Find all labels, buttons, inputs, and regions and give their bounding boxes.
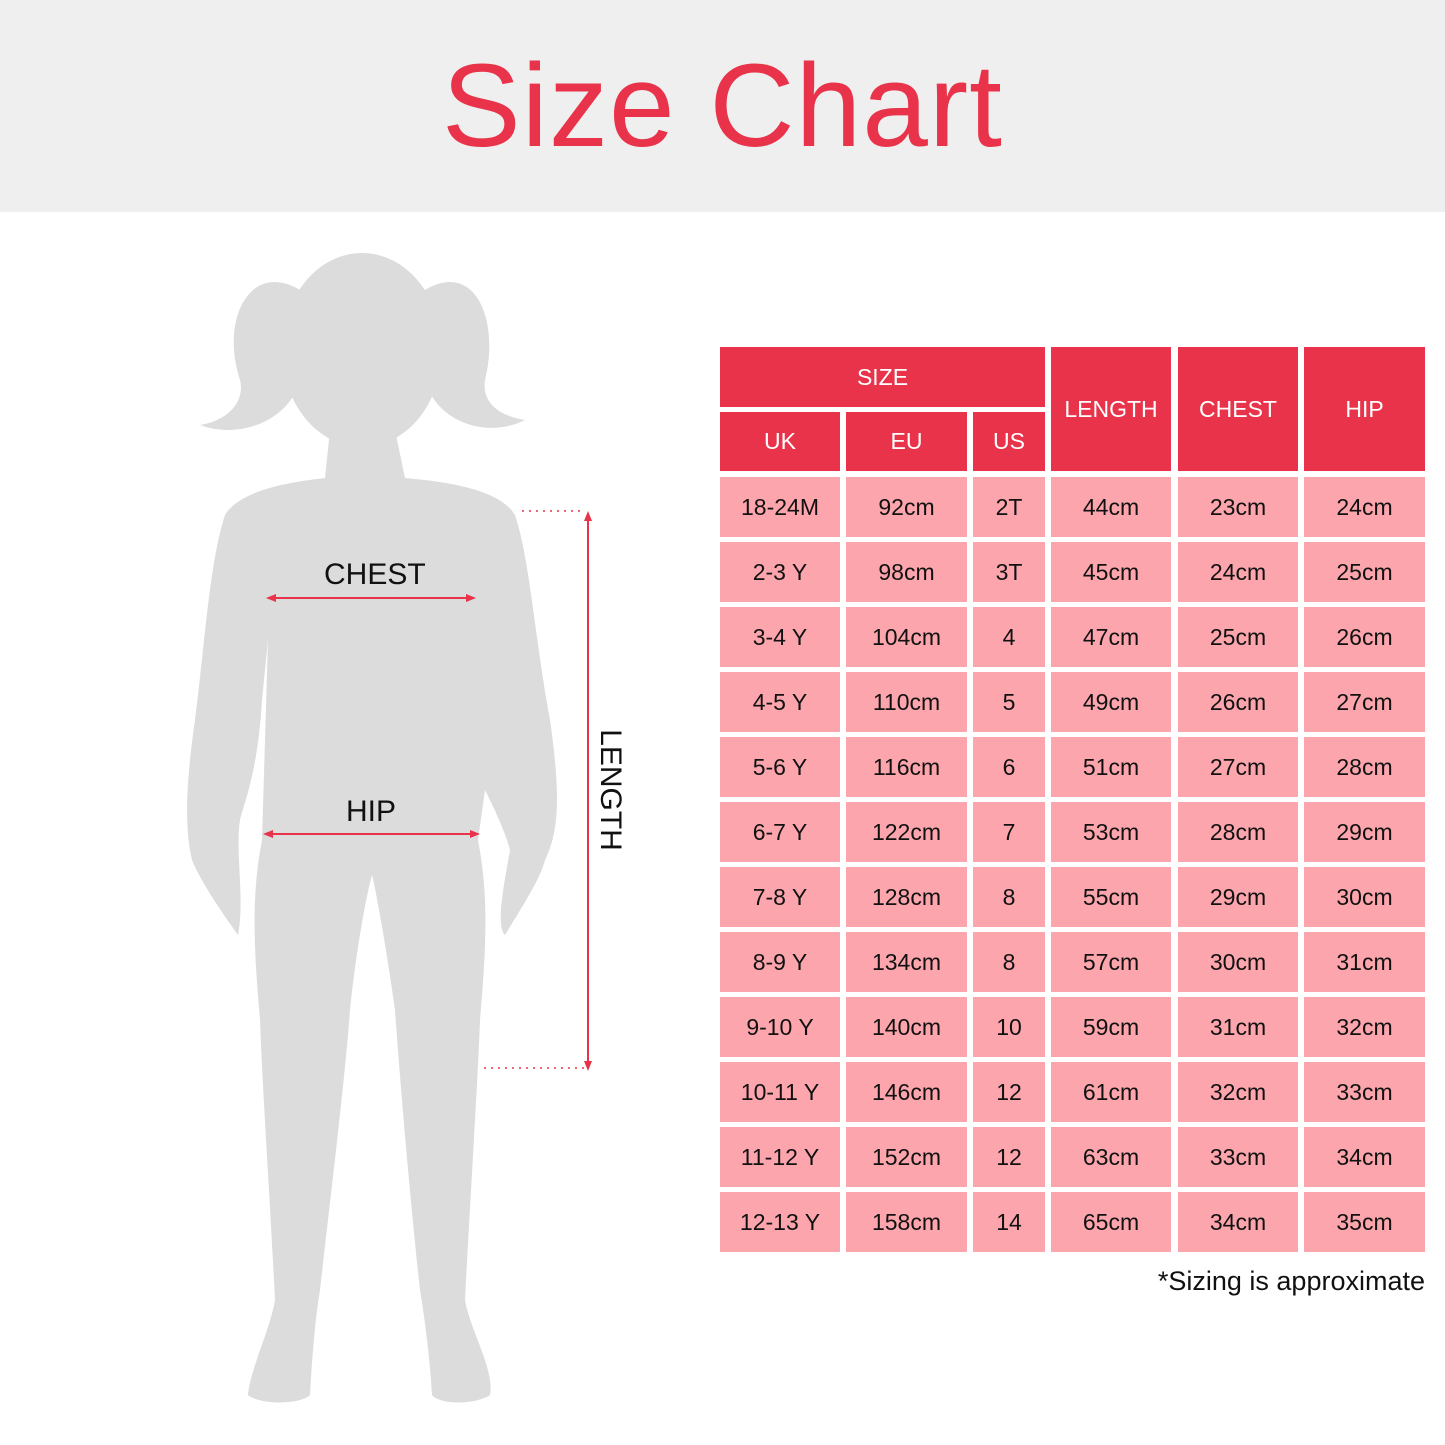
child-silhouette xyxy=(187,253,592,1403)
cell-chest: 23cm xyxy=(1178,477,1298,537)
cell-us: 3T xyxy=(973,542,1045,602)
cell-eu: 128cm xyxy=(846,867,967,927)
title-banner: Size Chart xyxy=(0,0,1445,212)
cell-us: 7 xyxy=(973,802,1045,862)
cell-chest: 33cm xyxy=(1178,1127,1298,1187)
cell-us: 12 xyxy=(973,1127,1045,1187)
cell-length: 45cm xyxy=(1051,542,1171,602)
cell-eu: 152cm xyxy=(846,1127,967,1187)
cell-chest: 31cm xyxy=(1178,997,1298,1057)
cell-hip: 33cm xyxy=(1304,1062,1425,1122)
cell-us: 2T xyxy=(973,477,1045,537)
cell-uk: 8-9 Y xyxy=(720,932,840,992)
right-pigtail xyxy=(425,282,525,428)
cell-length: 44cm xyxy=(1051,477,1171,537)
page-title: Size Chart xyxy=(442,40,1003,172)
cell-length: 49cm xyxy=(1051,672,1171,732)
cell-eu: 140cm xyxy=(846,997,967,1057)
chest-label: CHEST xyxy=(324,558,426,591)
cell-us: 8 xyxy=(973,932,1045,992)
cell-uk: 11-12 Y xyxy=(720,1127,840,1187)
cell-hip: 30cm xyxy=(1304,867,1425,927)
left-pigtail xyxy=(200,282,300,430)
cell-chest: 28cm xyxy=(1178,802,1298,862)
cell-length: 57cm xyxy=(1051,932,1171,992)
head xyxy=(282,253,442,447)
length-label: LENGTH xyxy=(594,729,627,851)
cell-hip: 25cm xyxy=(1304,542,1425,602)
cell-eu: 92cm xyxy=(846,477,967,537)
cell-eu: 116cm xyxy=(846,737,967,797)
cell-us: 5 xyxy=(973,672,1045,732)
cell-length: 61cm xyxy=(1051,1062,1171,1122)
cell-us: 6 xyxy=(973,737,1045,797)
cell-hip: 31cm xyxy=(1304,932,1425,992)
cell-chest: 29cm xyxy=(1178,867,1298,927)
cell-chest: 24cm xyxy=(1178,542,1298,602)
cell-chest: 26cm xyxy=(1178,672,1298,732)
cell-eu: 110cm xyxy=(846,672,967,732)
cell-uk: 18-24M xyxy=(720,477,840,537)
cell-uk: 10-11 Y xyxy=(720,1062,840,1122)
cell-uk: 6-7 Y xyxy=(720,802,840,862)
header-hip: HIP xyxy=(1304,347,1425,471)
cell-length: 59cm xyxy=(1051,997,1171,1057)
cell-chest: 34cm xyxy=(1178,1192,1298,1252)
cell-uk: 12-13 Y xyxy=(720,1192,840,1252)
cell-us: 10 xyxy=(973,997,1045,1057)
cell-length: 63cm xyxy=(1051,1127,1171,1187)
cell-hip: 28cm xyxy=(1304,737,1425,797)
header-us: US xyxy=(973,412,1045,471)
cell-hip: 24cm xyxy=(1304,477,1425,537)
cell-chest: 27cm xyxy=(1178,737,1298,797)
cell-hip: 29cm xyxy=(1304,802,1425,862)
header-eu: EU xyxy=(846,412,967,471)
cell-length: 55cm xyxy=(1051,867,1171,927)
cell-eu: 104cm xyxy=(846,607,967,667)
cell-eu: 146cm xyxy=(846,1062,967,1122)
header-uk: UK xyxy=(720,412,840,471)
sizing-note: *Sizing is approximate xyxy=(1157,1266,1425,1296)
header-size: SIZE xyxy=(720,347,1045,407)
header-chest: CHEST xyxy=(1178,347,1298,471)
cell-uk: 4-5 Y xyxy=(720,672,840,732)
cell-length: 51cm xyxy=(1051,737,1171,797)
cell-length: 53cm xyxy=(1051,802,1171,862)
cell-hip: 27cm xyxy=(1304,672,1425,732)
cell-length: 47cm xyxy=(1051,607,1171,667)
cell-uk: 7-8 Y xyxy=(720,867,840,927)
cell-eu: 158cm xyxy=(846,1192,967,1252)
cell-hip: 26cm xyxy=(1304,607,1425,667)
cell-hip: 32cm xyxy=(1304,997,1425,1057)
cell-uk: 9-10 Y xyxy=(720,997,840,1057)
cell-chest: 25cm xyxy=(1178,607,1298,667)
cell-chest: 32cm xyxy=(1178,1062,1298,1122)
cell-hip: 35cm xyxy=(1304,1192,1425,1252)
cell-us: 12 xyxy=(973,1062,1045,1122)
cell-us: 4 xyxy=(973,607,1045,667)
body xyxy=(187,430,557,1403)
cell-us: 8 xyxy=(973,867,1045,927)
cell-uk: 3-4 Y xyxy=(720,607,840,667)
cell-eu: 98cm xyxy=(846,542,967,602)
cell-uk: 5-6 Y xyxy=(720,737,840,797)
hip-label: HIP xyxy=(346,795,397,828)
cell-length: 65cm xyxy=(1051,1192,1171,1252)
cell-eu: 134cm xyxy=(846,932,967,992)
cell-eu: 122cm xyxy=(846,802,967,862)
cell-uk: 2-3 Y xyxy=(720,542,840,602)
cell-chest: 30cm xyxy=(1178,932,1298,992)
cell-hip: 34cm xyxy=(1304,1127,1425,1187)
cell-us: 14 xyxy=(973,1192,1045,1252)
header-length: LENGTH xyxy=(1051,347,1171,471)
